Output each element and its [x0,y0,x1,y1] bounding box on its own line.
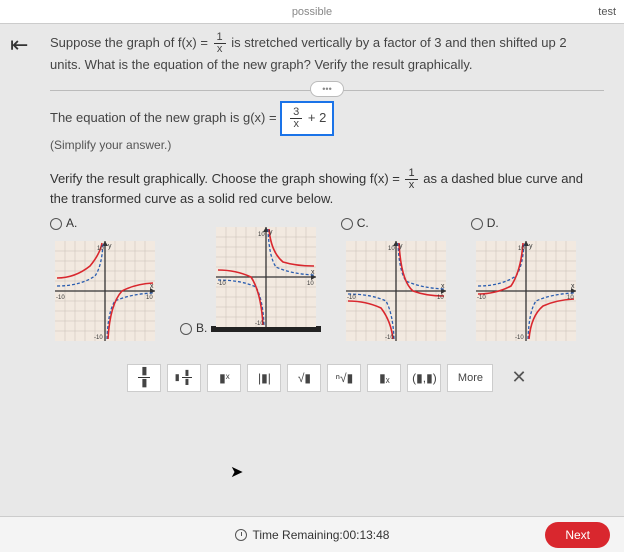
verify-text: Verify the result graphically. Choose th… [50,168,604,206]
tool-paren[interactable]: (▮,▮) [407,364,441,392]
top-bar: possible test [0,0,624,24]
question-line2: units. What is the equation of the new g… [50,57,473,72]
svg-text:10: 10 [567,295,574,301]
answer-input[interactable]: 3 x + 2 [280,101,334,136]
svg-text:-10: -10 [515,335,524,341]
question-text: Suppose the graph of f(x) = 1 x is stret… [50,32,604,76]
svg-text:x: x [311,269,315,276]
ellipsis-pill[interactable]: ••• [310,81,344,97]
svg-text:10: 10 [307,281,314,287]
svg-text:-10: -10 [477,295,486,301]
svg-text:y: y [108,243,112,250]
answer-label: The equation of the new graph is g(x) = [50,110,280,125]
footer-bar: Time Remaining: 00:13:48 Next [0,516,624,552]
time-remaining-label: Time Remaining: [253,528,343,542]
tool-more[interactable]: More [447,364,493,392]
tool-fraction[interactable]: ▮▮ [127,364,161,392]
next-button[interactable]: Next [545,522,610,548]
svg-text:-10: -10 [347,295,356,301]
verify-line1-post: as a dashed blue curve and [423,171,583,186]
cursor-icon: ➤ [230,462,243,482]
option-a[interactable]: A. y x 10 [50,216,160,346]
svg-text:y: y [399,243,403,250]
simplify-hint: (Simplify your answer.) [50,138,604,152]
tool-mixed-fraction[interactable]: ▮▮▮ [167,364,201,392]
svg-text:-10: -10 [56,295,65,301]
question-line1-pre: Suppose the graph of f(x) = [50,35,212,50]
math-toolbar: ▮▮ ▮▮▮ ▮ˣ |▮| √▮ ⁿ√▮ ▮ₓ (▮,▮) More ✕ [50,364,604,392]
clock-icon [235,529,247,541]
tool-sqrt[interactable]: √▮ [287,364,321,392]
option-d[interactable]: D. y x 10 [471,216,581,346]
label-c: C. [357,216,369,230]
svg-text:y: y [529,243,533,250]
radio-c-icon[interactable] [341,218,353,230]
content-area: ⇤ Suppose the graph of f(x) = 1 x is str… [0,24,624,392]
graph-d: y x 10 -10 10 -10 [471,236,581,346]
label-d: D. [487,216,499,230]
verify-line2: the transformed curve as a solid red cur… [50,191,333,206]
question-fraction: 1 x [214,32,226,55]
svg-text:10: 10 [258,232,265,238]
option-b[interactable]: B. y x 10 [180,216,321,335]
options-row: A. y x 10 [50,216,604,346]
radio-a-icon[interactable] [50,218,62,230]
tool-nroot[interactable]: ⁿ√▮ [327,364,361,392]
verify-fraction: 1 x [405,168,417,191]
svg-text:-10: -10 [385,335,394,341]
points-possible-label: possible [292,6,332,18]
tool-abs[interactable]: |▮| [247,364,281,392]
radio-b-icon[interactable] [180,323,192,335]
tool-power[interactable]: ▮ˣ [207,364,241,392]
svg-text:x: x [150,283,154,290]
option-c[interactable]: C. y x 10 [341,216,451,346]
svg-text:-10: -10 [255,321,264,327]
label-b: B. [196,321,207,335]
close-icon[interactable]: ✕ [511,367,526,388]
svg-text:10: 10 [97,246,104,252]
svg-text:x: x [441,283,445,290]
submit-test-label: test [598,6,616,18]
svg-text:x: x [571,283,575,290]
svg-text:y: y [269,229,273,236]
answer-fraction: 3 x [290,107,302,130]
tool-subscript[interactable]: ▮ₓ [367,364,401,392]
svg-text:-10: -10 [217,281,226,287]
verify-line1-pre: Verify the result graphically. Choose th… [50,171,403,186]
radio-d-icon[interactable] [471,218,483,230]
time-remaining-value: 00:13:48 [343,528,390,542]
graph-a: y x 10 -10 10 -10 [50,236,160,346]
answer-row: The equation of the new graph is g(x) = … [50,101,604,136]
svg-text:-10: -10 [94,335,103,341]
question-line1-post: is stretched vertically by a factor of 3… [231,35,566,50]
graph-b: y x 10 -10 10 -10 [211,222,321,332]
svg-text:10: 10 [518,246,525,252]
label-a: A. [66,216,77,230]
graph-c: y x 10 -10 10 -10 [341,236,451,346]
answer-plus: + 2 [304,110,326,125]
back-icon[interactable]: ⇤ [10,32,28,58]
svg-text:10: 10 [146,295,153,301]
svg-text:10: 10 [388,246,395,252]
svg-text:10: 10 [437,295,444,301]
